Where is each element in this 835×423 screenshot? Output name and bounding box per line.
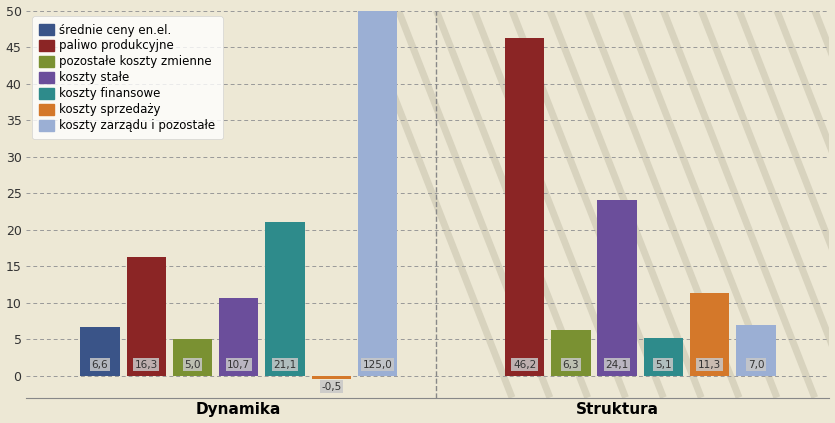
Bar [311, 376, 351, 379]
Bar [80, 327, 119, 376]
Bar [736, 324, 776, 376]
Bar [598, 200, 637, 376]
Text: -0,5: -0,5 [321, 382, 342, 392]
Text: 5,1: 5,1 [655, 360, 671, 370]
Text: 5,0: 5,0 [185, 360, 200, 370]
Bar [644, 338, 683, 376]
Bar [266, 222, 305, 376]
Bar [690, 293, 729, 376]
Text: 21,1: 21,1 [273, 360, 296, 370]
Text: 11,3: 11,3 [698, 360, 721, 370]
Text: 125,0: 125,0 [362, 360, 392, 370]
Text: 16,3: 16,3 [134, 360, 158, 370]
Bar [551, 330, 590, 376]
Bar [505, 38, 544, 376]
Text: 6,6: 6,6 [92, 360, 109, 370]
Bar [127, 257, 166, 376]
Bar [219, 297, 258, 376]
Text: 24,1: 24,1 [605, 360, 629, 370]
Text: 10,7: 10,7 [227, 360, 250, 370]
Text: 7,0: 7,0 [747, 360, 764, 370]
Legend: średnie ceny en.el., paliwo produkcyjne, pozostałe koszty zmienne, koszty stałe,: średnie ceny en.el., paliwo produkcyjne,… [33, 16, 223, 139]
Text: 6,3: 6,3 [563, 360, 579, 370]
Bar [173, 339, 212, 376]
Bar [358, 11, 397, 376]
Text: 46,2: 46,2 [513, 360, 536, 370]
